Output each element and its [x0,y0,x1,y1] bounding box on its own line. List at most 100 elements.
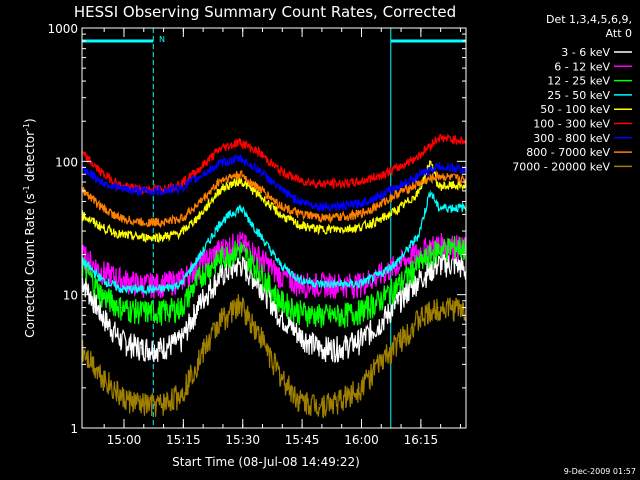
data-point [457,263,459,265]
x-tick-label: 16:00 [344,433,379,447]
legend-label: 800 - 7000 keV [526,146,610,159]
data-point [101,294,103,296]
data-point [437,306,439,309]
data-point [417,319,420,321]
data-point [417,192,420,194]
data-point [318,347,321,349]
data-point [358,340,360,342]
data-point [180,306,182,309]
footer-date: 9-Dec-2009 01:57 [564,467,636,476]
data-point [279,170,281,172]
data-point [120,288,123,290]
data-point [338,314,340,316]
data-point [398,283,400,285]
data-point [338,216,340,218]
data-point [140,283,142,285]
data-point [378,219,380,222]
series-line [81,160,467,244]
data-point [299,283,301,285]
data-point [437,206,439,209]
y-tick-label: 1 [70,422,78,436]
axes: 1 10 100 1000 15:00 15:15 15:30 15:45 16:00 16:15 [47,22,466,447]
data-point [101,278,103,281]
legend-header-2: Att 0 [606,27,632,40]
data-point [398,260,400,262]
data-point [219,179,222,181]
data-point [120,278,123,281]
series-line [81,191,467,296]
x-tick-label: 15:15 [166,433,201,447]
series-6 [81,154,467,213]
data-point [299,278,301,281]
data-point [160,288,162,290]
data-point [318,205,321,207]
data-point [398,166,400,169]
data-point [279,314,281,316]
data-point [378,175,380,177]
data-point [120,396,123,398]
data-point [160,310,162,312]
data-point [457,178,459,180]
data-point [140,236,142,238]
data-point [200,354,202,357]
data-point [279,213,281,215]
series-7 [81,169,467,229]
series-5 [81,133,467,196]
data-point [200,253,202,256]
data-point [437,165,439,167]
y-axis-label-end: ) [23,118,37,123]
legend-label: 3 - 6 keV [561,46,610,59]
data-point [417,234,420,236]
plot-frame [81,27,467,429]
data-point [180,278,182,281]
series-line [81,294,467,419]
data-point [378,363,380,365]
data-point [219,188,222,190]
data-point [120,188,123,190]
y-tick-label: 1000 [47,22,78,36]
data-point [259,256,261,259]
legend-label: 25 - 50 keV [547,89,610,102]
data-point [259,188,261,190]
legend-label: 300 - 800 keV [533,132,610,145]
legend-label: 6 - 12 keV [554,60,610,73]
data-point [200,274,202,276]
series-line [81,169,467,229]
data-point [358,203,360,205]
data-point [318,314,321,316]
data-point [378,195,380,197]
data-point [219,319,222,321]
data-point [429,160,431,162]
data-point [239,263,241,265]
y-axis-label-sup1: -1 [22,185,31,193]
data-point [259,234,261,236]
data-point [180,218,182,220]
chart-title: HESSI Observing Summary Count Rates, Cor… [74,3,456,21]
data-point [398,300,400,302]
data-point [200,300,202,302]
data-point [457,139,459,141]
legend-label: 50 - 100 keV [540,103,610,116]
series-8 [81,294,467,419]
data-point [437,263,439,265]
y-tick-label: 10 [63,289,78,303]
data-point [200,166,202,169]
data-point [417,263,420,265]
data-point [160,283,162,285]
data-point [279,300,281,302]
data-point [318,228,321,230]
x-tick-label: 15:00 [107,433,142,447]
data-point [299,179,301,181]
data-point [299,200,301,203]
data-point [417,183,420,185]
data-point [398,208,400,210]
data-point [437,248,439,250]
data-point [219,221,222,223]
data-point [398,185,400,187]
y-axis-label-main: Corrected Count Rate (s [23,193,37,337]
series-line [81,231,467,300]
data-point [457,206,459,209]
y-axis-label: Corrected Count Rate (s-1 detector-1) [22,118,37,337]
